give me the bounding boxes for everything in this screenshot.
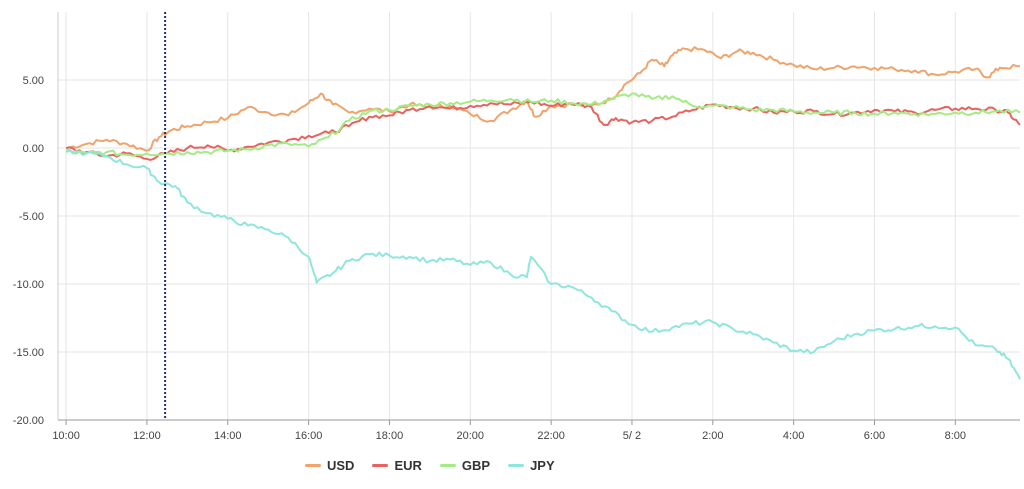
- legend-label: GBP: [461, 458, 491, 473]
- axes: 5.00 0.00 -5.00 -10.00 -15.00 -20.00 10:00 12:0…: [13, 12, 1020, 442]
- x-tick-label: 4:00: [783, 430, 804, 442]
- y-tick-label: -15.00: [13, 347, 44, 359]
- legend-swatch: [439, 464, 456, 467]
- series-line-gbp: [65, 92, 1021, 157]
- y-tick-label: -20.00: [13, 415, 44, 427]
- x-tick-label: 2:00: [702, 430, 723, 442]
- legend-swatch: [305, 464, 321, 467]
- legend: USD EUR GBP JPY: [305, 458, 555, 473]
- x-tick-label: 8:00: [945, 430, 966, 442]
- series-group: [65, 46, 1021, 380]
- legend-label: JPY: [530, 458, 555, 473]
- legend-item-usd[interactable]: USD: [305, 458, 354, 473]
- legend-item-gbp[interactable]: GBP: [439, 458, 491, 473]
- y-tick-label: 0.00: [23, 143, 44, 155]
- x-tick-label: 5/ 2: [623, 430, 641, 442]
- legend-item-eur[interactable]: EUR: [372, 458, 422, 473]
- legend-label: USD: [327, 458, 355, 473]
- legend-item-jpy[interactable]: JPY: [508, 458, 555, 473]
- x-tick-label: 12:00: [133, 430, 161, 442]
- x-tick-label: 22:00: [537, 430, 565, 442]
- y-tick-label: 5.00: [23, 75, 44, 87]
- legend-swatch: [372, 464, 389, 467]
- x-tick-label: 20:00: [457, 430, 485, 442]
- legend-label: EUR: [394, 458, 422, 473]
- y-tick-label: -10.00: [13, 279, 44, 291]
- series-line-jpy: [65, 148, 1021, 380]
- y-tick-label: -5.00: [19, 211, 44, 223]
- x-tick-label: 18:00: [376, 430, 404, 442]
- x-tick-label: 14:00: [214, 430, 242, 442]
- legend-swatch: [508, 464, 525, 467]
- x-tick-label: 10:00: [52, 430, 80, 442]
- x-tick-label: 16:00: [295, 430, 323, 442]
- x-tick-label: 6:00: [864, 430, 885, 442]
- grid: [58, 12, 1020, 421]
